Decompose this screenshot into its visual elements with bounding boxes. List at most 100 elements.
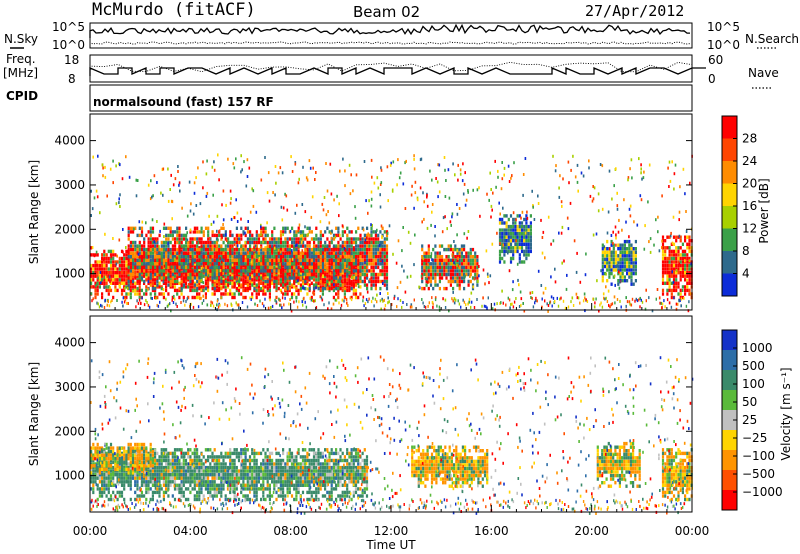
range-cell xyxy=(240,247,243,252)
range-cell xyxy=(610,257,613,262)
range-cell xyxy=(178,255,181,259)
range-cell xyxy=(306,240,309,245)
range-cell xyxy=(207,265,210,270)
range-cell xyxy=(229,249,232,254)
range-cell xyxy=(224,274,227,278)
range-cell xyxy=(350,244,353,248)
range-cell xyxy=(207,244,210,248)
sparse-cell xyxy=(454,173,456,177)
range-cell xyxy=(355,276,358,280)
range-cell xyxy=(160,247,163,252)
range-cell xyxy=(125,271,128,275)
range-cell xyxy=(253,240,256,245)
range-cell xyxy=(174,269,177,273)
near-range-cell xyxy=(422,301,424,305)
near-range-cell xyxy=(284,296,286,300)
range-cell xyxy=(242,285,245,289)
sparse-cell xyxy=(230,245,233,249)
range-cell xyxy=(187,256,190,261)
sparse-cell xyxy=(522,302,524,305)
range-cell xyxy=(672,249,676,254)
range-cell xyxy=(132,258,135,262)
sparse-cell xyxy=(206,248,208,251)
range-cell xyxy=(178,281,181,285)
range-cell xyxy=(160,286,163,291)
range-cell xyxy=(220,251,223,255)
range-cell xyxy=(187,276,190,280)
sparse-cell xyxy=(368,199,370,203)
range-cell xyxy=(343,274,346,278)
sparse-cell xyxy=(279,250,282,254)
range-cell xyxy=(145,256,148,261)
range-cell xyxy=(132,251,135,255)
range-cell xyxy=(436,258,439,262)
range-cell xyxy=(332,251,336,255)
range-cell xyxy=(264,240,267,245)
near-range-cell xyxy=(172,301,175,304)
range-cell xyxy=(127,269,130,273)
range-cell xyxy=(385,279,389,284)
sparse-cell xyxy=(597,209,600,213)
near-range-cell xyxy=(136,299,138,303)
range-cell xyxy=(634,279,637,283)
range-cell xyxy=(279,278,282,282)
range-cell xyxy=(268,258,272,262)
sparse-cell xyxy=(448,309,450,313)
range-cell xyxy=(143,281,146,285)
range-cell xyxy=(293,271,296,275)
range-cell xyxy=(335,255,338,259)
range-cell xyxy=(129,465,132,470)
range-cell xyxy=(501,221,504,225)
sparse-cell xyxy=(186,238,189,242)
range-cell xyxy=(262,262,265,266)
sparse-cell xyxy=(406,275,409,279)
range-cell xyxy=(518,242,521,246)
near-range-cell xyxy=(634,299,636,303)
sparse-cell xyxy=(379,292,381,295)
range-cell xyxy=(321,262,325,266)
sparse-cell xyxy=(456,212,459,216)
range-cell xyxy=(377,237,380,241)
range-cell xyxy=(180,272,183,277)
range-cell xyxy=(286,244,289,248)
range-cell xyxy=(672,235,676,239)
range-cell xyxy=(266,286,269,291)
range-cell xyxy=(370,286,373,291)
range-cell xyxy=(176,281,179,285)
range-cell xyxy=(385,272,389,277)
range-cell xyxy=(332,237,336,241)
range-cell xyxy=(229,246,232,250)
near-range-cell xyxy=(552,296,555,300)
range-cell xyxy=(626,247,629,251)
range-cell xyxy=(191,285,194,289)
range-cell xyxy=(368,251,371,255)
sparse-cell xyxy=(500,187,503,191)
range-cell xyxy=(196,244,199,248)
range-cell xyxy=(266,240,269,245)
near-range-cell xyxy=(388,300,390,304)
sparse-cell xyxy=(162,280,165,284)
range-cell xyxy=(354,256,358,261)
range-cell xyxy=(432,269,435,273)
sparse-cell xyxy=(193,181,196,185)
range-cell xyxy=(370,226,373,230)
range-cell xyxy=(129,288,132,293)
range-cell xyxy=(202,247,205,252)
range-cell xyxy=(469,265,472,270)
range-cell xyxy=(233,256,236,261)
range-cell xyxy=(227,272,230,277)
sparse-cell xyxy=(518,283,520,287)
sparse-cell xyxy=(229,189,232,193)
range-cell xyxy=(268,292,271,296)
range-cell xyxy=(317,258,320,262)
range-cell xyxy=(339,258,342,262)
range-cell xyxy=(107,473,110,477)
near-range-cell xyxy=(122,296,124,300)
range-cell xyxy=(297,272,300,277)
range-cell xyxy=(268,295,271,300)
range-cell xyxy=(154,251,157,255)
sparse-cell xyxy=(291,249,293,253)
range-cell xyxy=(354,288,358,293)
range-cell xyxy=(200,274,203,278)
range-cell xyxy=(509,224,513,229)
